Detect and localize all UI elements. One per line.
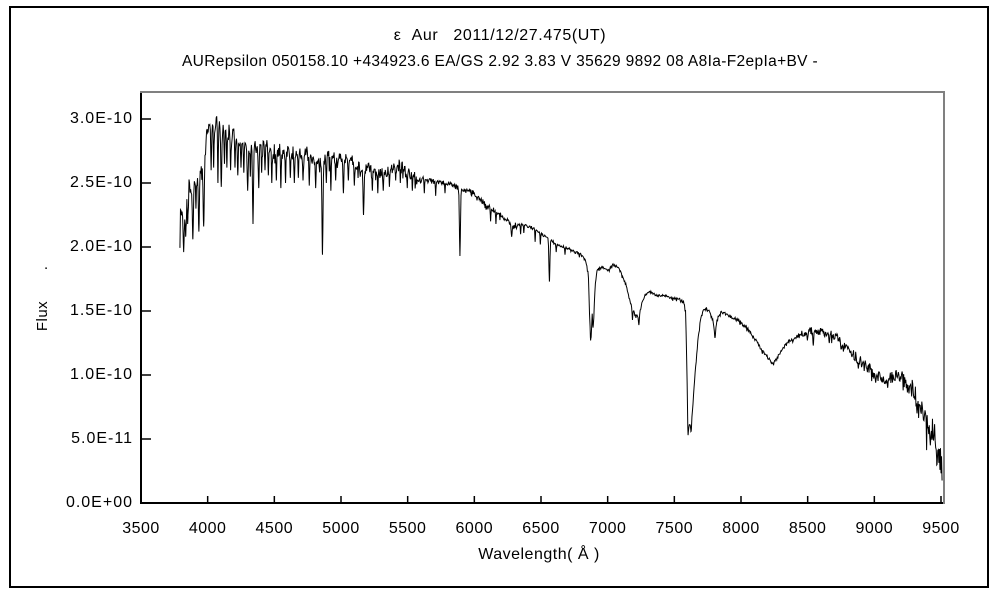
x-tick-label: 9000 (855, 520, 894, 537)
x-tick-label: 7500 (655, 520, 694, 537)
x-tick-label: 6000 (455, 520, 494, 537)
y-tick-label: 1.0E-10 (69, 366, 133, 383)
x-tick-label: 6500 (522, 520, 560, 537)
x-tick-label: 7000 (588, 520, 627, 537)
x-tick-label: 4500 (255, 520, 294, 537)
x-tick-label: 3500 (122, 520, 160, 537)
x-tick-label: 5500 (388, 520, 427, 537)
x-axis-title: Wavelength( Å ) (478, 546, 600, 563)
y-axis-title: Flux (34, 300, 51, 332)
x-tick-label: 5000 (322, 520, 360, 537)
x-tick-label: 4000 (188, 520, 227, 537)
y-tick-label: 2.5E-10 (69, 174, 133, 191)
x-tick-label: 8000 (722, 520, 760, 537)
spectrum-line (179, 116, 943, 481)
y-tick-label: 3.0E-10 (69, 110, 133, 127)
y-tick-label: 1.5E-10 (69, 302, 133, 319)
x-tick-label: 9500 (922, 520, 960, 537)
y-tick-label: 2.0E-10 (69, 238, 133, 255)
y-tick-label: 0.0E+00 (65, 494, 133, 511)
chart-title: ε Aur 2011/12/27.475(UT) (393, 27, 607, 44)
flux-label-dot: . (44, 256, 49, 273)
chart-subtitle: AURepsilon 050158.10 +434923.6 EA/GS 2.9… (181, 53, 819, 70)
x-tick-label: 8500 (788, 520, 827, 537)
axis-ticks (140, 118, 942, 504)
y-tick-label: 5.0E-11 (71, 430, 133, 447)
plot-frame (140, 91, 945, 504)
outer-border (9, 6, 989, 588)
spectrum-polyline (179, 116, 943, 481)
